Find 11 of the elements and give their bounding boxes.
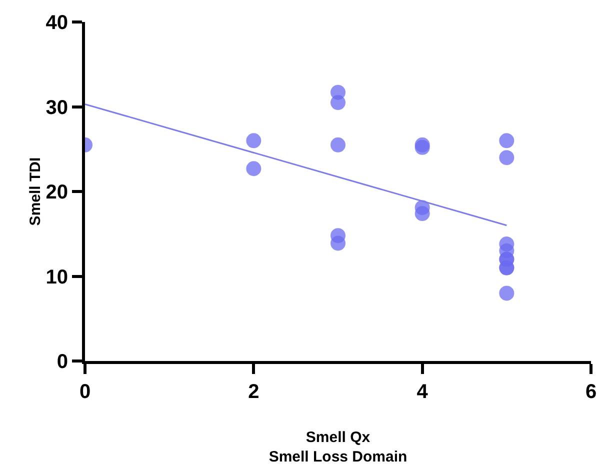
x-tick-label: 4	[416, 381, 429, 403]
x-tick-label: 6	[585, 381, 597, 403]
x-tick-label: 2	[248, 381, 260, 403]
y-tick-label: 30	[46, 96, 68, 119]
y-tick-label: 10	[46, 266, 68, 288]
y-tick-label: 40	[46, 12, 68, 34]
y-tick-label: 20	[46, 182, 68, 204]
y-tick-label: 0	[56, 351, 68, 373]
x-axis-title: Smell Qx Smell Loss Domain	[268, 429, 408, 466]
x-tick-label: 0	[79, 381, 91, 403]
y-axis-title: Smell TDI	[26, 157, 44, 226]
